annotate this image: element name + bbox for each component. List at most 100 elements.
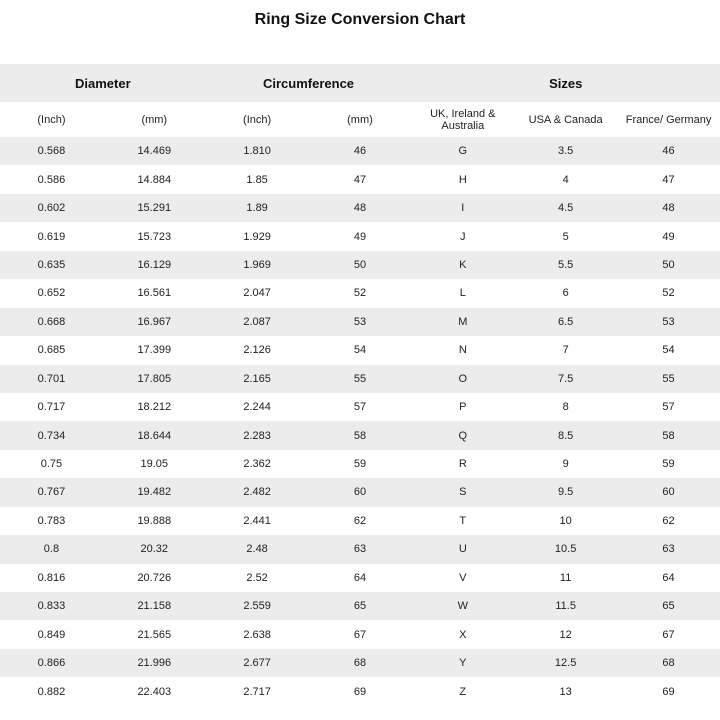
cell-circumference-inch: 2.677 xyxy=(243,657,271,670)
cell-diameter-inch: 0.734 xyxy=(37,429,66,442)
table-row: 0.717 18.212 2.244 57 P 8 57 xyxy=(0,393,720,421)
cell-circumference-inch: 2.087 xyxy=(243,315,271,328)
cell-france-size: 52 xyxy=(662,287,675,300)
cell-uk-size: R xyxy=(458,458,467,471)
col-diameter-inch: (Inch) xyxy=(0,102,103,137)
cell-usa-size: 12 xyxy=(559,628,572,641)
group-header-circumference: Circumference xyxy=(205,64,412,102)
cell-circumference-mm: 46 xyxy=(353,145,367,158)
column-header-row: (Inch) (mm) (Inch) (mm) UK, Ireland & Au… xyxy=(0,102,720,137)
cell-diameter-inch: 0.652 xyxy=(37,287,66,300)
cell-uk-size: N xyxy=(458,344,467,357)
cell-circumference-mm: 52 xyxy=(353,287,367,300)
cell-circumference-inch: 2.441 xyxy=(243,514,271,527)
cell-diameter-inch: 0.8 xyxy=(43,543,60,556)
col-diameter-mm: (mm) xyxy=(102,102,206,137)
cell-diameter-inch: 0.767 xyxy=(37,486,66,499)
cell-france-size: 67 xyxy=(662,628,675,641)
cell-diameter-mm: 20.726 xyxy=(137,571,172,584)
cell-usa-size: 5.5 xyxy=(557,258,574,271)
cell-diameter-inch: 0.568 xyxy=(37,145,66,158)
cell-circumference-mm: 57 xyxy=(353,401,367,414)
cell-diameter-mm: 16.561 xyxy=(137,287,172,300)
cell-circumference-inch: 1.929 xyxy=(243,230,271,243)
cell-diameter-inch: 0.849 xyxy=(37,628,66,641)
cell-france-size: 64 xyxy=(662,571,675,584)
cell-circumference-inch: 2.52 xyxy=(246,571,268,584)
cell-circumference-mm: 63 xyxy=(353,543,367,556)
cell-circumference-mm: 50 xyxy=(353,258,367,271)
cell-diameter-mm: 22.403 xyxy=(137,685,172,698)
cell-circumference-inch: 2.244 xyxy=(243,401,271,414)
cell-diameter-mm: 18.212 xyxy=(137,401,172,414)
cell-uk-size: H xyxy=(458,173,467,186)
col-uk-size: UK, Ireland & Australia xyxy=(411,102,515,137)
col-france-size: France/ Germany xyxy=(617,102,720,137)
table-row: 0.866 21.996 2.677 68 Y 12.5 68 xyxy=(0,648,720,678)
cell-circumference-mm: 64 xyxy=(353,571,367,584)
table-row: 0.619 15.723 1.929 49 J 5 49 xyxy=(0,222,720,250)
cell-france-size: 47 xyxy=(662,173,675,186)
table-row: 0.849 21.565 2.638 67 X 12 67 xyxy=(0,620,720,648)
cell-usa-size: 13 xyxy=(559,685,572,698)
cell-diameter-inch: 0.717 xyxy=(37,401,66,414)
cell-circumference-mm: 67 xyxy=(353,628,367,641)
cell-diameter-inch: 0.685 xyxy=(37,344,66,357)
cell-uk-size: K xyxy=(459,258,467,271)
cell-uk-size: P xyxy=(459,401,467,414)
cell-diameter-mm: 16.967 xyxy=(137,315,172,328)
cell-circumference-inch: 2.047 xyxy=(243,287,271,300)
cell-usa-size: 6 xyxy=(562,287,569,300)
cell-diameter-mm: 19.482 xyxy=(137,486,172,499)
cell-diameter-mm: 19.888 xyxy=(137,514,172,527)
cell-france-size: 58 xyxy=(662,429,675,442)
table-row: 0.568 14.469 1.810 46 G 3.5 46 xyxy=(0,137,720,166)
cell-usa-size: 10 xyxy=(559,514,572,527)
cell-circumference-mm: 47 xyxy=(353,173,367,186)
cell-uk-size: L xyxy=(459,287,466,300)
cell-uk-size: Q xyxy=(458,429,468,442)
cell-france-size: 54 xyxy=(662,344,675,357)
table-row: 0.685 17.399 2.126 54 N 7 54 xyxy=(0,336,720,364)
cell-france-size: 53 xyxy=(662,315,675,328)
page-title: Ring Size Conversion Chart xyxy=(254,11,466,28)
cell-usa-size: 7.5 xyxy=(557,372,574,385)
table-row: 0.602 15.291 1.89 48 I 4.5 48 xyxy=(0,193,720,223)
cell-circumference-inch: 1.89 xyxy=(246,202,268,215)
cell-circumference-inch: 1.810 xyxy=(243,145,271,158)
cell-france-size: 69 xyxy=(662,685,675,698)
cell-circumference-inch: 1.85 xyxy=(246,173,268,186)
cell-uk-size: X xyxy=(459,628,467,641)
cell-circumference-mm: 49 xyxy=(353,230,367,243)
cell-usa-size: 7 xyxy=(562,344,569,357)
cell-diameter-mm: 21.996 xyxy=(137,657,172,670)
cell-diameter-mm: 20.32 xyxy=(140,543,169,556)
cell-usa-size: 12.5 xyxy=(554,657,577,670)
col-circumference-inch: (Inch) xyxy=(205,102,309,137)
cell-usa-size: 9.5 xyxy=(557,486,574,499)
cell-uk-size: S xyxy=(459,486,467,499)
cell-uk-size: Z xyxy=(459,685,467,698)
cell-circumference-inch: 2.362 xyxy=(243,458,271,471)
cell-usa-size: 11 xyxy=(559,571,572,584)
cell-circumference-inch: 2.126 xyxy=(243,344,271,357)
table-row: 0.767 19.482 2.482 60 S 9.5 60 xyxy=(0,478,720,507)
cell-diameter-mm: 21.565 xyxy=(137,628,172,641)
table-row: 0.783 19.888 2.441 62 T 10 62 xyxy=(0,507,720,535)
cell-diameter-mm: 16.129 xyxy=(137,258,172,271)
cell-france-size: 48 xyxy=(662,202,675,215)
table-row: 0.586 14.884 1.85 47 H 4 47 xyxy=(0,165,720,193)
cell-diameter-mm: 14.884 xyxy=(137,173,172,186)
cell-circumference-mm: 54 xyxy=(353,344,367,357)
cell-diameter-inch: 0.635 xyxy=(37,258,66,271)
cell-usa-size: 8 xyxy=(562,401,569,414)
cell-diameter-mm: 14.469 xyxy=(137,145,172,158)
cell-circumference-inch: 2.559 xyxy=(243,600,271,613)
cell-uk-size: G xyxy=(458,145,468,158)
cell-circumference-inch: 2.638 xyxy=(243,628,271,641)
cell-uk-size: V xyxy=(459,571,467,584)
cell-circumference-mm: 65 xyxy=(353,600,367,613)
table-row: 0.734 18.644 2.283 58 Q 8.5 58 xyxy=(0,421,720,450)
table-row: 0.882 22.403 2.717 69 Z 13 69 xyxy=(0,677,720,705)
cell-circumference-inch: 2.717 xyxy=(243,685,271,698)
